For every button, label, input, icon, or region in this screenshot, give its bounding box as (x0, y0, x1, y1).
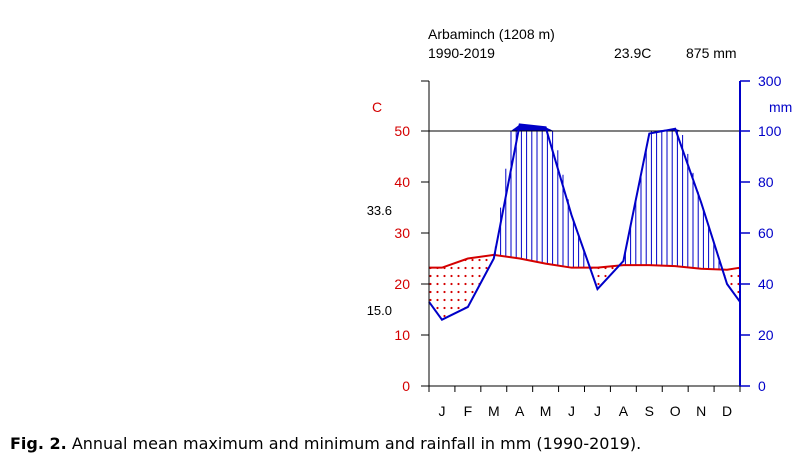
right-axis-unit: mm (769, 99, 792, 115)
left-tick-label: 10 (394, 327, 410, 343)
precipitation-line (428, 123, 741, 321)
period-label: 1990-2019 (428, 45, 495, 61)
humid-period-area (620, 129, 723, 270)
right-tick-label: 300 (758, 73, 782, 89)
month-label: J (594, 403, 601, 419)
month-label: J (438, 403, 445, 419)
station-name: Arbaminch (1208 m) (428, 26, 555, 42)
left-tick-label: 30 (394, 225, 410, 241)
dry-period-area (722, 267, 740, 302)
month-label: A (515, 403, 525, 419)
mean-max-temperature-label: 33.6 (367, 203, 392, 218)
month-label: S (645, 403, 654, 419)
annual-rainfall-label: 875 mm (686, 45, 737, 61)
month-label: A (619, 403, 629, 419)
right-tick-label: 80 (758, 174, 774, 190)
month-label: D (722, 403, 732, 419)
figure-caption-text: Annual mean maximum and minimum and rain… (66, 434, 642, 453)
month-label: J (568, 403, 575, 419)
temperature-line (429, 253, 741, 271)
left-tick-label: 40 (394, 174, 410, 190)
figure-caption: Fig. 2. Annual mean maximum and minimum … (10, 434, 641, 453)
mean-min-temperature-label: 15.0 (367, 303, 392, 318)
right-tick-label: 0 (758, 378, 766, 394)
month-label: O (670, 403, 681, 419)
left-axis-unit: C (372, 99, 382, 115)
figure-caption-label: Fig. 2. (10, 434, 67, 453)
month-label: M (540, 403, 552, 419)
left-tick-label: 0 (402, 378, 410, 394)
right-tick-label: 20 (758, 327, 774, 343)
left-tick-label: 20 (394, 276, 410, 292)
right-tick-label: 100 (758, 123, 782, 139)
month-label: F (464, 403, 473, 419)
right-tick-label: 40 (758, 276, 774, 292)
right-tick-label: 60 (758, 225, 774, 241)
left-tick-label: 50 (394, 123, 410, 139)
perhumid-area (511, 124, 554, 131)
mean-temperature-label: 23.9C (614, 45, 652, 61)
dry-period-area (429, 254, 494, 320)
month-label: M (488, 403, 500, 419)
month-label: N (696, 403, 706, 419)
dry-period-area (590, 265, 619, 290)
